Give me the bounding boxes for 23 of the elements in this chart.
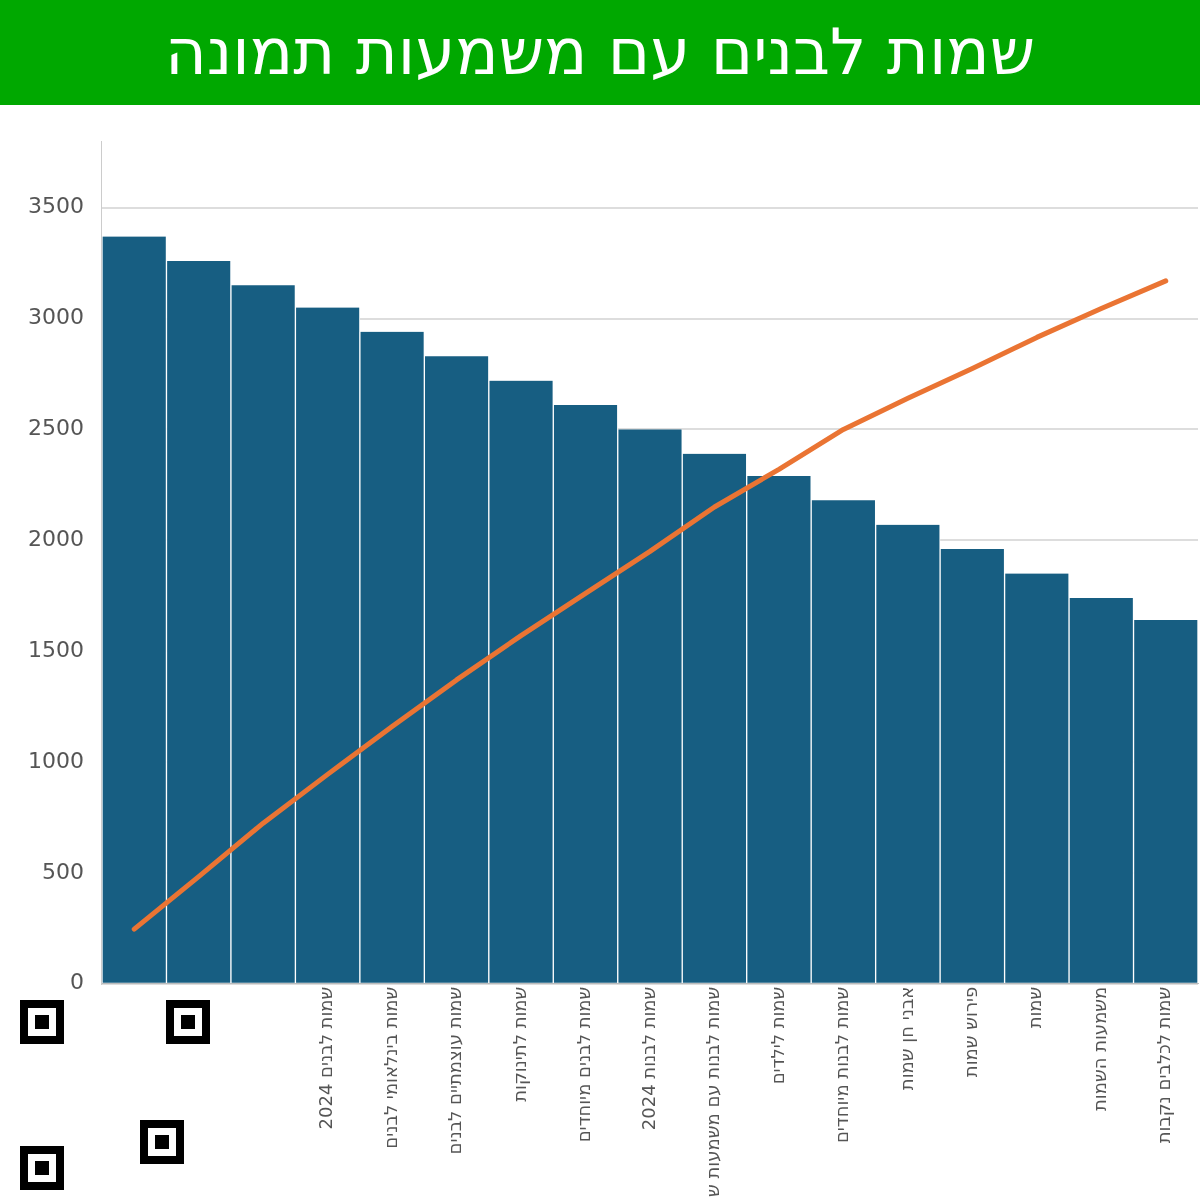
x-tick-label: שמות לבנות עם משמעות ש <box>702 986 724 1198</box>
x-tick-label: שמות לכלבים נקבות <box>1153 986 1175 1144</box>
x-tick-label: שמות עוצמתיים לבנים <box>444 986 466 1155</box>
y-tick-label: 2000 <box>27 525 84 551</box>
x-tick-label: שמות לבנות 2024 <box>637 986 659 1131</box>
y-tick-label: 500 <box>41 858 84 884</box>
y-tick-label: 3500 <box>27 193 84 219</box>
x-tick-label: שמות לבנות מיוחדים <box>831 986 853 1144</box>
x-tick-label: אבני חן שמות <box>895 986 917 1091</box>
x-tick-label: משמעות השמות <box>1088 986 1110 1112</box>
x-tick-label: שמות לבנים 2024 <box>315 986 337 1130</box>
x-tick-label: פירוש שמות <box>960 986 982 1078</box>
y-tick-label: 3000 <box>27 304 84 330</box>
x-tick-label: שמות לתינוקות <box>508 986 530 1102</box>
y-tick-label: 2500 <box>27 415 84 441</box>
x-tick-label: שמות לילדים <box>766 986 788 1085</box>
chart-title: שמות לבנים עם משמעות תמונה <box>0 0 1200 105</box>
x-tick-label: שמות <box>1024 986 1046 1029</box>
y-tick-label: 1500 <box>27 636 84 662</box>
y-tick-label: 0 <box>69 969 84 995</box>
y-tick-label: 1000 <box>27 747 84 773</box>
x-tick-label: שמות בינלאומי לבנים <box>379 986 401 1149</box>
x-tick-label: שמות לבנים מיוחדים <box>573 986 595 1143</box>
